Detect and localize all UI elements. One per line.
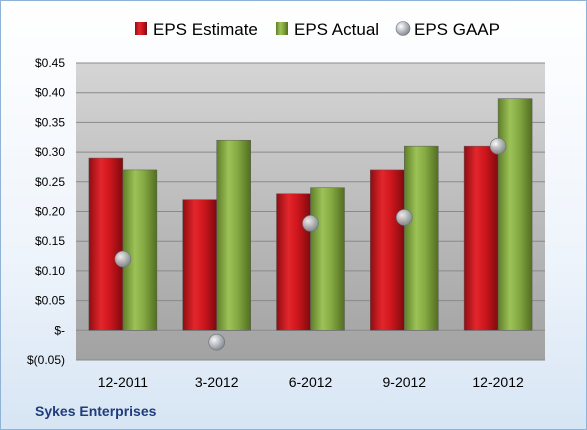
legend-label: EPS Estimate [153, 20, 258, 39]
legend: EPS Estimate EPS Actual EPS GAAP [135, 20, 500, 39]
y-tick-label: $0.40 [35, 86, 65, 100]
y-tick-label: $- [54, 323, 65, 337]
bar-eps-estimate [276, 193, 311, 331]
y-tick-label: $0.15 [35, 234, 65, 248]
x-tick-label: 6-2012 [289, 374, 333, 390]
y-tick-label: $0.05 [35, 294, 65, 308]
x-tick-label: 12-2011 [98, 374, 149, 390]
legend-label: EPS Actual [294, 20, 379, 39]
bar-eps-actual [216, 139, 251, 331]
y-tick-label: $0.35 [35, 115, 65, 129]
bars [88, 98, 533, 331]
marker-eps-gaap [395, 209, 413, 226]
y-tick-label: $0.20 [35, 205, 65, 219]
legend-label: EPS GAAP [414, 20, 500, 39]
bar-eps-estimate [370, 169, 405, 331]
bar-eps-actual [122, 169, 158, 331]
bar-eps-actual [497, 98, 533, 331]
company-label: Sykes Enterprises [35, 403, 157, 419]
bar-eps-estimate [88, 157, 124, 331]
marker-eps-gaap [208, 333, 225, 351]
x-axis: 12-2011 3-2012 6-2012 9-2012 12-2012 [98, 374, 524, 390]
marker-eps-gaap [302, 215, 319, 232]
bar-eps-actual [310, 187, 345, 331]
legend-swatch-eps-estimate [135, 22, 147, 35]
legend-swatch-eps-gaap [395, 21, 411, 36]
marker-eps-gaap [114, 250, 132, 268]
y-tick-label: $0.25 [35, 175, 65, 189]
x-tick-label: 3-2012 [195, 374, 239, 390]
x-tick-label: 9-2012 [383, 374, 427, 390]
y-tick-label: $0.45 [35, 56, 65, 70]
y-tick-label: $(0.05) [27, 353, 65, 367]
legend-swatch-eps-actual [276, 22, 288, 35]
bar-eps-estimate [182, 199, 217, 331]
bar-eps-estimate [463, 145, 499, 331]
y-tick-label: $0.10 [35, 264, 65, 278]
bar-eps-actual [404, 145, 439, 331]
y-tick-label: $0.30 [35, 145, 65, 159]
y-axis: $0.45 $0.40 $0.35 $0.30 $0.25 $0.20 $0.15 $0.10… [27, 56, 65, 367]
gaap-markers [114, 137, 507, 351]
marker-eps-gaap [489, 137, 507, 155]
x-tick-label: 12-2012 [472, 374, 524, 390]
